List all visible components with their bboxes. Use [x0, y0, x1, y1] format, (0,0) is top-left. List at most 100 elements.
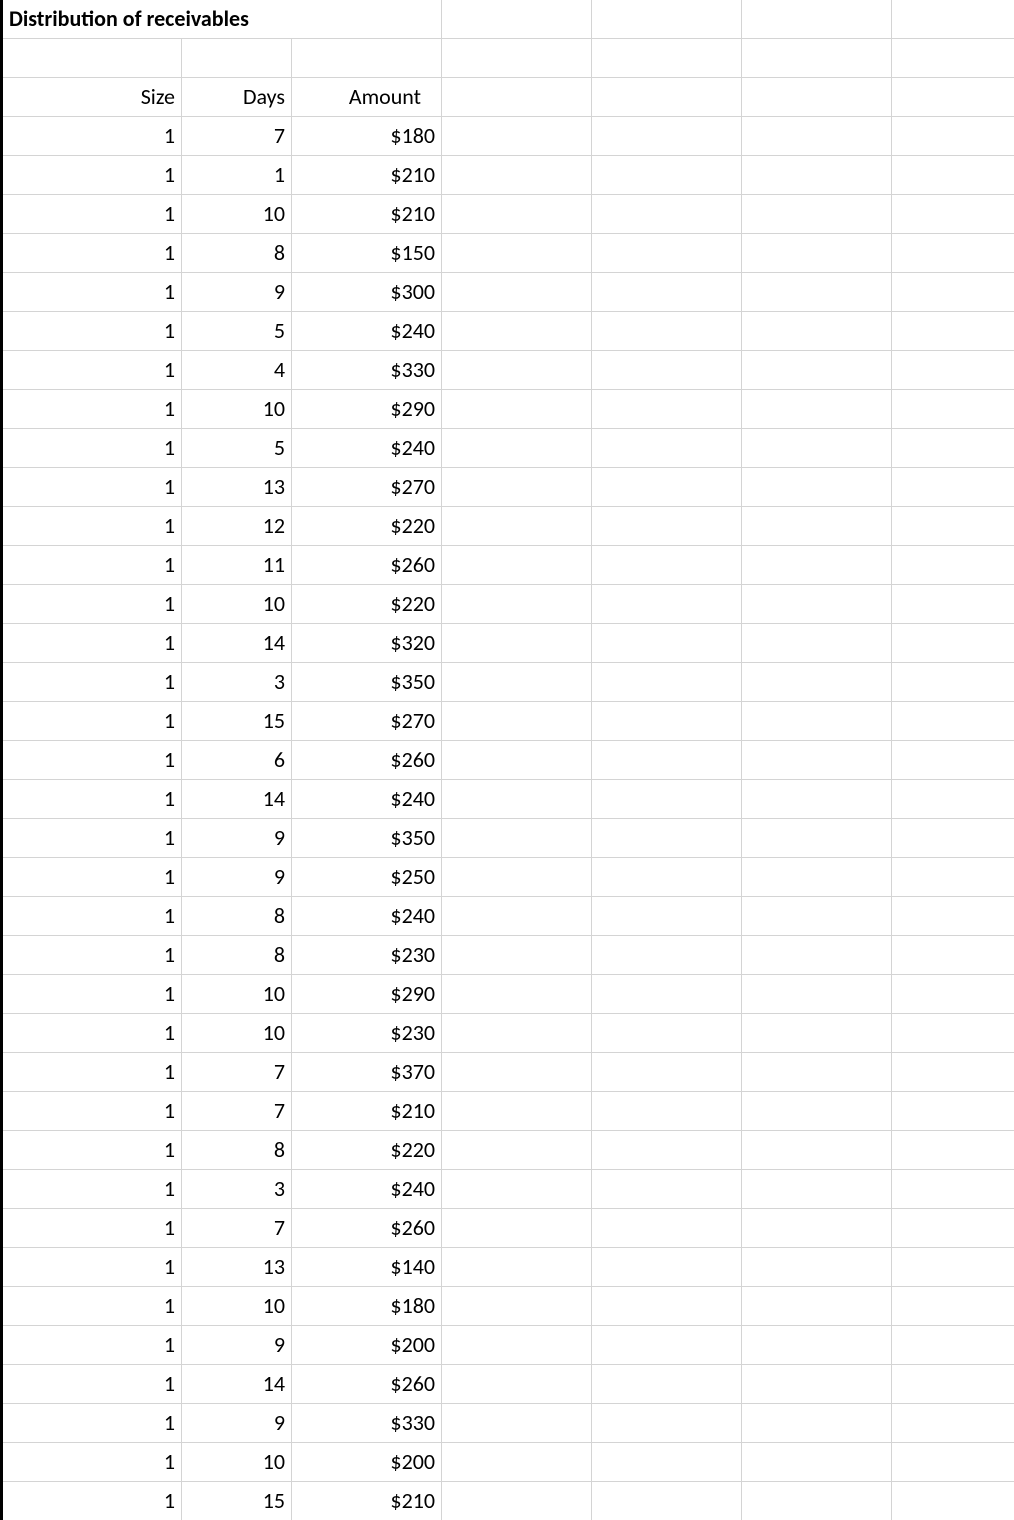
empty-cell[interactable]	[442, 1092, 592, 1131]
empty-cell[interactable]	[742, 897, 892, 936]
cell-size[interactable]: 1	[2, 1287, 182, 1326]
cell-days[interactable]: 7	[182, 1092, 292, 1131]
empty-cell[interactable]	[442, 585, 592, 624]
cell-size[interactable]: 1	[2, 273, 182, 312]
cell-days[interactable]: 8	[182, 234, 292, 273]
empty-cell[interactable]	[742, 0, 892, 39]
empty-cell[interactable]	[592, 1092, 742, 1131]
cell-amount[interactable]: $320	[292, 624, 442, 663]
cell-amount[interactable]: $370	[292, 1053, 442, 1092]
empty-cell[interactable]	[742, 585, 892, 624]
empty-cell[interactable]	[892, 663, 1014, 702]
cell-days[interactable]: 15	[182, 702, 292, 741]
empty-cell[interactable]	[742, 117, 892, 156]
empty-cell[interactable]	[592, 1326, 742, 1365]
empty-cell[interactable]	[892, 1209, 1014, 1248]
cell-days[interactable]: 10	[182, 390, 292, 429]
empty-cell[interactable]	[892, 390, 1014, 429]
cell-amount[interactable]: $140	[292, 1248, 442, 1287]
empty-cell[interactable]	[442, 546, 592, 585]
cell-amount[interactable]: $210	[292, 1482, 442, 1520]
empty-cell[interactable]	[442, 117, 592, 156]
empty-cell[interactable]	[442, 1053, 592, 1092]
cell-size[interactable]: 1	[2, 975, 182, 1014]
cell-days[interactable]: 3	[182, 663, 292, 702]
empty-cell[interactable]	[742, 819, 892, 858]
empty-cell[interactable]	[592, 273, 742, 312]
empty-cell[interactable]	[892, 312, 1014, 351]
cell-amount[interactable]: $200	[292, 1326, 442, 1365]
empty-cell[interactable]	[442, 1131, 592, 1170]
empty-cell[interactable]	[442, 858, 592, 897]
empty-cell[interactable]	[442, 819, 592, 858]
empty-cell[interactable]	[442, 1170, 592, 1209]
empty-cell[interactable]	[742, 195, 892, 234]
cell-days[interactable]: 5	[182, 312, 292, 351]
cell-amount[interactable]: $240	[292, 312, 442, 351]
cell-amount[interactable]: $260	[292, 1365, 442, 1404]
empty-cell[interactable]	[742, 975, 892, 1014]
empty-cell[interactable]	[592, 390, 742, 429]
cell-days[interactable]: 7	[182, 1209, 292, 1248]
empty-cell[interactable]	[592, 156, 742, 195]
empty-cell[interactable]	[892, 1482, 1014, 1520]
cell-amount[interactable]: $240	[292, 780, 442, 819]
cell-days[interactable]: 15	[182, 1482, 292, 1520]
empty-cell[interactable]	[892, 1248, 1014, 1287]
empty-cell[interactable]	[892, 351, 1014, 390]
empty-cell[interactable]	[892, 585, 1014, 624]
empty-cell[interactable]	[442, 1365, 592, 1404]
empty-cell[interactable]	[592, 39, 742, 78]
empty-cell[interactable]	[292, 39, 442, 78]
empty-cell[interactable]	[442, 897, 592, 936]
cell-amount[interactable]: $180	[292, 117, 442, 156]
cell-days[interactable]: 9	[182, 1404, 292, 1443]
empty-cell[interactable]	[592, 1131, 742, 1170]
empty-cell[interactable]	[442, 1482, 592, 1520]
cell-amount[interactable]: $240	[292, 897, 442, 936]
empty-cell[interactable]	[442, 1287, 592, 1326]
cell-amount[interactable]: $290	[292, 390, 442, 429]
empty-cell[interactable]	[742, 1209, 892, 1248]
empty-cell[interactable]	[442, 195, 592, 234]
empty-cell[interactable]	[742, 1092, 892, 1131]
empty-cell[interactable]	[892, 156, 1014, 195]
empty-cell[interactable]	[442, 1209, 592, 1248]
empty-cell[interactable]	[892, 468, 1014, 507]
cell-size[interactable]: 1	[2, 390, 182, 429]
cell-amount[interactable]: $240	[292, 429, 442, 468]
cell-amount[interactable]: $290	[292, 975, 442, 1014]
empty-cell[interactable]	[592, 1053, 742, 1092]
empty-cell[interactable]	[742, 1170, 892, 1209]
empty-cell[interactable]	[742, 507, 892, 546]
empty-cell[interactable]	[442, 1443, 592, 1482]
cell-amount[interactable]: $260	[292, 546, 442, 585]
empty-cell[interactable]	[442, 663, 592, 702]
empty-cell[interactable]	[742, 1404, 892, 1443]
empty-cell[interactable]	[592, 585, 742, 624]
column-header-days[interactable]: Days	[182, 78, 292, 117]
empty-cell[interactable]	[742, 234, 892, 273]
empty-cell[interactable]	[892, 936, 1014, 975]
cell-amount[interactable]: $250	[292, 858, 442, 897]
empty-cell[interactable]	[742, 936, 892, 975]
empty-cell[interactable]	[442, 390, 592, 429]
cell-size[interactable]: 1	[2, 429, 182, 468]
empty-cell[interactable]	[892, 273, 1014, 312]
empty-cell[interactable]	[592, 780, 742, 819]
empty-cell[interactable]	[592, 0, 742, 39]
cell-days[interactable]: 9	[182, 858, 292, 897]
cell-days[interactable]: 6	[182, 741, 292, 780]
empty-cell[interactable]	[592, 351, 742, 390]
empty-cell[interactable]	[442, 1404, 592, 1443]
empty-cell[interactable]	[442, 39, 592, 78]
empty-cell[interactable]	[592, 1365, 742, 1404]
empty-cell[interactable]	[592, 858, 742, 897]
empty-cell[interactable]	[442, 429, 592, 468]
cell-days[interactable]: 10	[182, 195, 292, 234]
cell-days[interactable]: 14	[182, 1365, 292, 1404]
cell-days[interactable]: 3	[182, 1170, 292, 1209]
empty-cell[interactable]	[592, 1404, 742, 1443]
empty-cell[interactable]	[592, 117, 742, 156]
empty-cell[interactable]	[892, 819, 1014, 858]
